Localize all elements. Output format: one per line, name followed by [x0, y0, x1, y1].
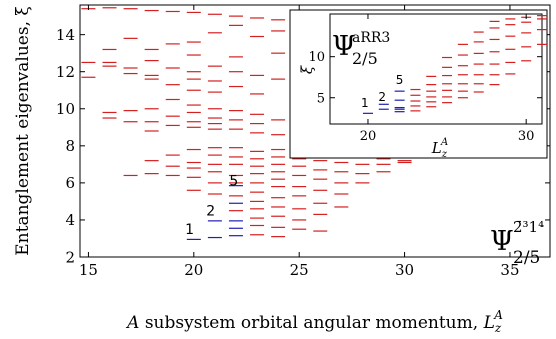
main-y-tick-label: 14	[56, 26, 75, 44]
x-axis-label-superscript: A	[493, 308, 503, 322]
inset-x-axis-label-symbol: L	[431, 139, 442, 157]
y-axis-label: Entanglement eigenvalues, ξ	[13, 6, 33, 256]
main-x-tick-label: 25	[290, 261, 309, 279]
inset-series-marks	[362, 15, 547, 114]
main-counting-label: 5	[229, 174, 238, 190]
inset-counting-label: 2	[378, 90, 386, 104]
inset-psi-label: Ψ	[332, 31, 356, 62]
main-x-tick-label: 20	[184, 261, 203, 279]
x-axis-label-subscript: z	[494, 321, 502, 335]
main-psi-label: Ψ	[490, 226, 514, 257]
main-y-tick-label: 8	[65, 137, 75, 155]
main-x-tick-label: 30	[395, 261, 414, 279]
inset-x-tick-label: 20	[360, 129, 377, 144]
inset-y-axis-label: ξ	[298, 65, 316, 74]
main-y-tick-label: 12	[56, 63, 75, 81]
inset-axis-ticks: 20 30 5 10	[308, 14, 542, 144]
inset-background	[289, 9, 548, 159]
main-y-tick-label: 10	[56, 100, 75, 118]
main-y-tick-label: 2	[65, 248, 75, 266]
inset-plot-frame	[329, 13, 543, 125]
x-axis-label-main: subsystem orbital angular momentum,	[139, 313, 483, 333]
inset-y-tick-label: 10	[308, 50, 325, 65]
inset-x-axis-label-subscript: z	[441, 149, 448, 160]
main-y-tick-label: 4	[65, 211, 75, 229]
inset-x-axis-label: LzA	[431, 137, 448, 160]
main-x-tick-label: 35	[500, 261, 519, 279]
main-x-tick-label: 15	[79, 261, 98, 279]
main-counting-label: 1	[185, 222, 194, 238]
main-counting-label: 2	[206, 203, 215, 219]
inset-x-tick-label: 30	[518, 129, 535, 144]
inset-counting-label: 1	[361, 96, 369, 110]
inset-y-tick-label: 5	[317, 91, 325, 106]
inset-counting-labels: 1 25	[361, 73, 403, 110]
inset-psi-superscript: aRR3	[352, 30, 390, 46]
main-psi-superscript: 2̄³1⁴	[513, 218, 544, 236]
inset-x-axis-label-superscript: A	[440, 137, 448, 148]
inset-counting-label: 5	[396, 73, 404, 87]
x-axis-label: A subsystem orbital angular momentum, Lz…	[125, 308, 503, 335]
x-axis-label-symbol: L	[483, 313, 495, 333]
inset-psi-subscript: 2/5	[352, 49, 378, 68]
main-psi-subscript: 2/5	[513, 248, 540, 268]
main-y-tick-label: 6	[65, 174, 75, 192]
main-counting-labels: 125	[185, 174, 238, 238]
x-axis-label-prefix: A	[125, 313, 139, 333]
